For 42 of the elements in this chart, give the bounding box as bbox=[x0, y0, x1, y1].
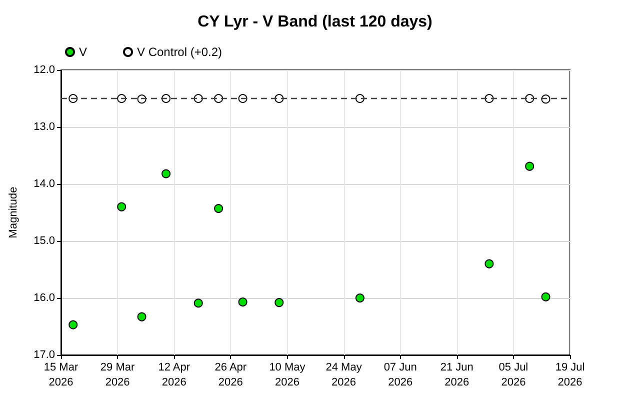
point bbox=[194, 94, 203, 103]
x-tick-label: 10 May 2026 bbox=[269, 362, 306, 388]
y-tick-label: 17.0 bbox=[34, 349, 55, 361]
point bbox=[214, 204, 224, 214]
x-tick-label: 12 Apr 2026 bbox=[158, 362, 190, 388]
y-tick-label: 16.0 bbox=[34, 292, 55, 304]
point bbox=[194, 298, 203, 308]
legend-label: V Control (+0.2) bbox=[137, 45, 222, 59]
point bbox=[541, 292, 550, 302]
y-axis-title: Magnitude bbox=[8, 186, 20, 238]
point bbox=[355, 94, 364, 103]
x-tick-label: 26 Apr 2026 bbox=[214, 362, 247, 388]
point bbox=[117, 202, 126, 212]
y-tick-label: 12.0 bbox=[34, 64, 55, 76]
point bbox=[117, 94, 126, 103]
point bbox=[541, 94, 550, 104]
y-tick-label: 13.0 bbox=[34, 121, 55, 133]
x-tick-label: 24 May 2026 bbox=[326, 362, 362, 388]
point bbox=[162, 94, 171, 103]
chart-title: CY Lyr - V Band (last 120 days) bbox=[198, 14, 432, 30]
point bbox=[274, 94, 284, 103]
point bbox=[137, 94, 146, 104]
point bbox=[355, 294, 364, 302]
point bbox=[484, 94, 494, 103]
x-tick-label: 05 Jul 2026 bbox=[498, 362, 528, 388]
x-tick-label: 21 Jun 2026 bbox=[440, 362, 474, 388]
point bbox=[238, 297, 248, 306]
point bbox=[525, 162, 534, 171]
point bbox=[68, 320, 78, 330]
y-tick-label: 15.0 bbox=[34, 235, 55, 247]
x-tick-label: 07 Jun 2026 bbox=[384, 362, 417, 388]
point bbox=[274, 298, 284, 308]
x-tick-label: 29 Mar 2026 bbox=[100, 362, 136, 388]
point bbox=[162, 169, 171, 178]
x-tick-label: 19 Jul 2026 bbox=[555, 362, 585, 388]
point bbox=[525, 94, 534, 103]
legend-label: V bbox=[79, 45, 88, 59]
point bbox=[214, 94, 224, 103]
y-tick-label: 14.0 bbox=[34, 178, 55, 190]
point bbox=[484, 259, 494, 268]
point bbox=[137, 312, 146, 322]
x-tick-label: 15 Mar 2026 bbox=[44, 362, 78, 388]
